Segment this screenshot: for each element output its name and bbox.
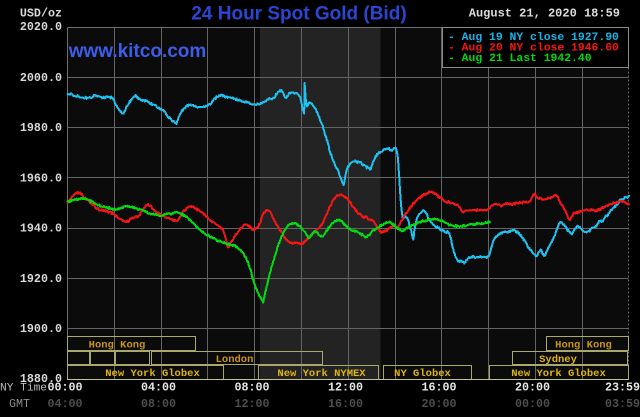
svg-text:Hong Kong: Hong Kong — [555, 340, 612, 352]
svg-text:03:59: 03:59 — [605, 397, 640, 411]
svg-text:Hong Kong: Hong Kong — [89, 340, 146, 352]
svg-text:00:00: 00:00 — [47, 381, 82, 395]
svg-text:1920.0: 1920.0 — [20, 272, 62, 286]
svg-text:www.kitco.com: www.kitco.com — [68, 41, 207, 62]
svg-text:New York NYMEX: New York NYMEX — [277, 368, 366, 380]
svg-text:16:00: 16:00 — [421, 381, 456, 395]
svg-text:NY Time: NY Time — [0, 383, 47, 395]
svg-text:24 Hour Spot Gold (Bid): 24 Hour Spot Gold (Bid) — [191, 4, 406, 25]
svg-text:1940.0: 1940.0 — [20, 222, 62, 236]
svg-text:23:59: 23:59 — [605, 381, 640, 395]
svg-text:1960.0: 1960.0 — [20, 171, 62, 185]
svg-text:GMT: GMT — [9, 397, 30, 411]
svg-text:20:00: 20:00 — [421, 397, 456, 411]
svg-text:New York Globex: New York Globex — [105, 368, 200, 380]
svg-text:- Aug 20 NY close 1946.60: - Aug 20 NY close 1946.60 — [448, 43, 619, 55]
svg-text:12:00: 12:00 — [328, 381, 363, 395]
svg-text:16:00: 16:00 — [328, 397, 363, 411]
svg-text:08:00: 08:00 — [141, 397, 176, 411]
svg-text:USD/oz: USD/oz — [20, 6, 62, 20]
svg-text:2000.0: 2000.0 — [20, 71, 62, 85]
svg-text:04:00: 04:00 — [47, 397, 82, 411]
svg-text:08:00: 08:00 — [234, 381, 269, 395]
svg-text:August 21, 2020 18:59: August 21, 2020 18:59 — [469, 6, 620, 20]
svg-text:- Aug 19 NY close 1927.90: - Aug 19 NY close 1927.90 — [448, 32, 619, 44]
svg-text:London: London — [216, 354, 254, 366]
svg-text:- Aug 21 Last 1942.40: - Aug 21 Last 1942.40 — [448, 53, 592, 65]
svg-text:1900.0: 1900.0 — [20, 322, 62, 336]
svg-text:NY Globex: NY Globex — [394, 368, 451, 380]
svg-text:1980.0: 1980.0 — [20, 121, 62, 135]
svg-text:20:00: 20:00 — [515, 381, 550, 395]
svg-text:Sydney: Sydney — [539, 354, 578, 366]
svg-text:2020.0: 2020.0 — [20, 20, 62, 34]
svg-text:12:00: 12:00 — [234, 397, 269, 411]
svg-text:04:00: 04:00 — [141, 381, 176, 395]
svg-text:1880.0: 1880.0 — [20, 372, 62, 386]
svg-text:New York Globex: New York Globex — [511, 368, 606, 380]
svg-text:00:00: 00:00 — [515, 397, 550, 411]
